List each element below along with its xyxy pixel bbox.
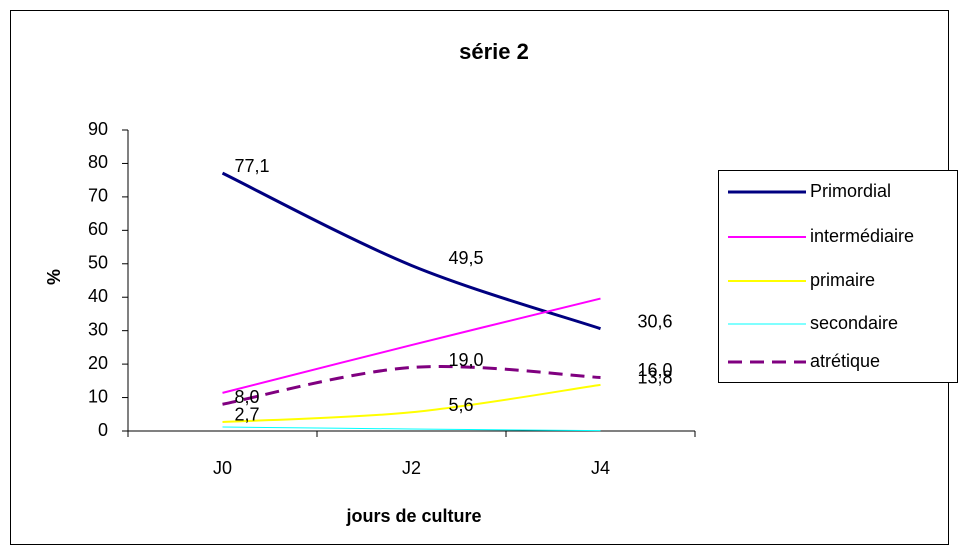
legend-label: atrétique xyxy=(810,351,880,371)
x-axis-label: jours de culture xyxy=(345,506,481,526)
series-line xyxy=(221,171,601,331)
y-tick-label: 10 xyxy=(88,386,108,406)
x-tick-label: J2 xyxy=(402,458,421,478)
series-line xyxy=(222,426,601,432)
data-label: 16,0 xyxy=(638,360,673,380)
chart-title: série 2 xyxy=(459,39,529,64)
y-tick-label: 80 xyxy=(88,152,108,172)
legend-label: intermédiaire xyxy=(810,226,914,246)
y-tick-label: 50 xyxy=(88,253,108,273)
data-label: 8,0 xyxy=(235,387,260,407)
legend-label: Primordial xyxy=(810,181,891,201)
legend-label: primaire xyxy=(810,270,875,290)
y-tick-label: 70 xyxy=(88,186,108,206)
data-label: 49,5 xyxy=(449,248,484,268)
series-line xyxy=(222,365,601,406)
data-label: 13,8 xyxy=(638,368,673,388)
y-axis-label: % xyxy=(44,269,64,285)
y-tick-label: 30 xyxy=(88,319,108,339)
y-tick-label: 0 xyxy=(98,420,108,440)
data-label: 19,0 xyxy=(449,350,484,370)
y-tick-label: 60 xyxy=(88,219,108,239)
x-tick-label: J4 xyxy=(591,458,610,478)
legend-label: secondaire xyxy=(810,313,898,333)
data-label: 2,7 xyxy=(235,405,260,425)
y-tick-label: 90 xyxy=(88,119,108,139)
y-tick-label: 40 xyxy=(88,286,108,306)
data-label: 5,6 xyxy=(449,395,474,415)
y-tick-label: 20 xyxy=(88,353,108,373)
x-tick-label: J0 xyxy=(213,458,232,478)
data-label: 77,1 xyxy=(235,156,270,176)
legend-box xyxy=(718,170,958,383)
series-line xyxy=(222,383,601,423)
data-label: 30,6 xyxy=(638,311,673,331)
series-line xyxy=(222,297,601,394)
